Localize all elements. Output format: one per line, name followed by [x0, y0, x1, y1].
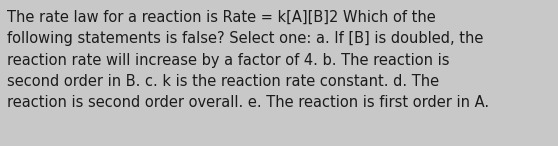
Text: The rate law for a reaction is Rate = k[A][B]2 Which of the
following statements: The rate law for a reaction is Rate = k[…	[7, 10, 489, 110]
